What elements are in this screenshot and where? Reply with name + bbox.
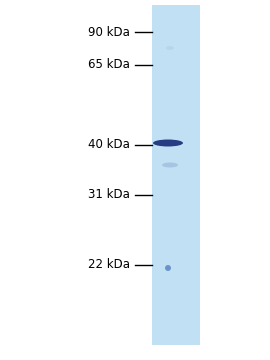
Text: 40 kDa: 40 kDa [88,139,130,152]
Ellipse shape [153,139,183,147]
Text: 31 kDa: 31 kDa [88,189,130,202]
Text: 90 kDa: 90 kDa [88,26,130,39]
Text: 65 kDa: 65 kDa [88,58,130,72]
Ellipse shape [165,265,171,271]
Ellipse shape [162,162,178,167]
Text: 22 kDa: 22 kDa [88,258,130,271]
Bar [152,5,200,345]
Ellipse shape [166,46,174,50]
